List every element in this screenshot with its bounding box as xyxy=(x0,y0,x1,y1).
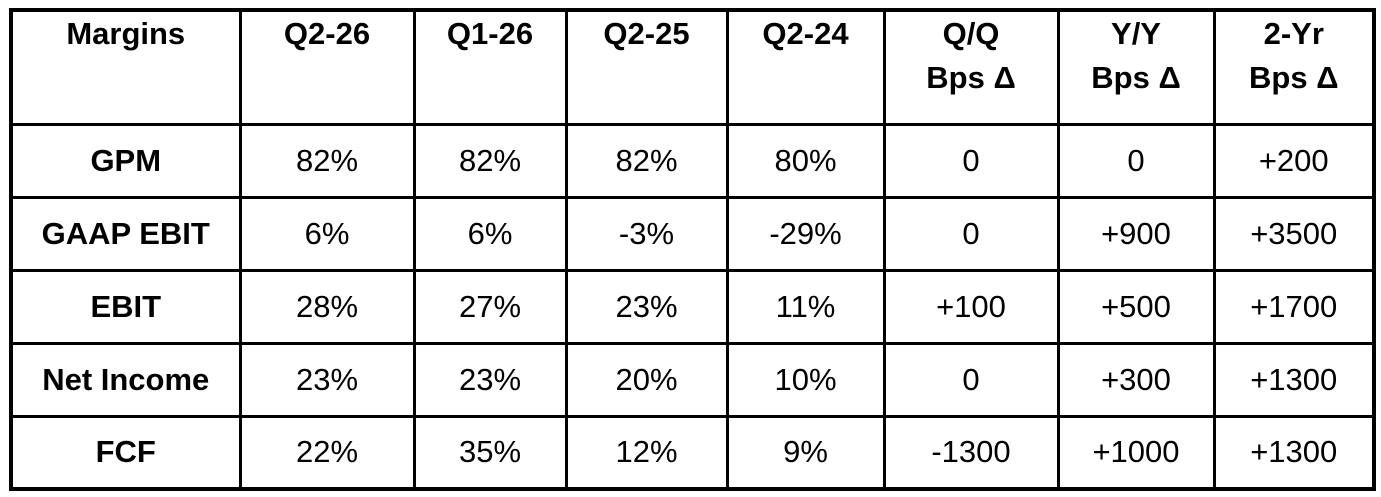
table-cell: 9% xyxy=(725,414,886,491)
table-cell: +1300 xyxy=(1212,341,1376,418)
header-label: Q1-26 xyxy=(446,16,534,51)
row-label-gpm: GPM xyxy=(9,122,242,199)
table-cell: 82% xyxy=(412,122,568,199)
header-cell-q2-25: Q2-25 xyxy=(564,8,729,126)
table-cell: -1300 xyxy=(882,414,1060,491)
table-cell: -3% xyxy=(564,195,729,272)
table-cell: 80% xyxy=(725,122,886,199)
header-label: Margins xyxy=(66,16,186,51)
table-cell: 10% xyxy=(725,341,886,418)
table-cell: 23% xyxy=(564,268,729,345)
header-label-line1: Y/Y xyxy=(1111,16,1161,51)
margins-table: Margins Q2-26 Q1-26 Q2-25 Q2-24 Q/Q Bps … xyxy=(9,8,1376,491)
header-label-line2: Bps Δ xyxy=(1249,60,1339,96)
table-cell: +3500 xyxy=(1212,195,1376,272)
header-label: Q2-25 xyxy=(603,16,690,51)
table-cell: 20% xyxy=(564,341,729,418)
header-label-line1: Q/Q xyxy=(942,16,1000,51)
table-cell: +100 xyxy=(882,268,1060,345)
header-label-line1: 2-Yr xyxy=(1263,16,1324,51)
table-cell: 22% xyxy=(238,414,416,491)
table-cell: 23% xyxy=(412,341,568,418)
table-cell: -29% xyxy=(725,195,886,272)
table-cell: 6% xyxy=(412,195,568,272)
table-cell: +500 xyxy=(1056,268,1216,345)
header-cell-q2-26: Q2-26 xyxy=(238,8,416,126)
row-label-ebit: EBIT xyxy=(9,268,242,345)
row-label-net-income: Net Income xyxy=(9,341,242,418)
table-cell: 0 xyxy=(1056,122,1216,199)
header-cell-margins: Margins xyxy=(9,8,242,126)
header-label-line2: Bps Δ xyxy=(1091,60,1181,96)
header-cell-q1-26: Q1-26 xyxy=(412,8,568,126)
table-cell: +1000 xyxy=(1056,414,1216,491)
table-cell: 6% xyxy=(238,195,416,272)
table-row-fcf: FCF 22% 35% 12% 9% -1300 +1000 +1300 xyxy=(9,414,1376,491)
table-cell: 11% xyxy=(725,268,886,345)
table-cell: 12% xyxy=(564,414,729,491)
table-cell: +200 xyxy=(1212,122,1376,199)
table-cell: 82% xyxy=(564,122,729,199)
table-cell: 0 xyxy=(882,122,1060,199)
table-cell: +1700 xyxy=(1212,268,1376,345)
table-cell: 82% xyxy=(238,122,416,199)
header-cell-yy-bps-delta: Y/Y Bps Δ xyxy=(1056,8,1216,126)
header-label: Q2-24 xyxy=(762,16,849,51)
table-row-gpm: GPM 82% 82% 82% 80% 0 0 +200 xyxy=(9,122,1376,199)
header-cell-qq-bps-delta: Q/Q Bps Δ xyxy=(882,8,1060,126)
table-cell: +900 xyxy=(1056,195,1216,272)
header-label-line2: Bps Δ xyxy=(926,60,1016,96)
header-cell-q2-24: Q2-24 xyxy=(725,8,886,126)
header-row: Margins Q2-26 Q1-26 Q2-25 Q2-24 Q/Q Bps … xyxy=(9,8,1376,126)
table-cell: 28% xyxy=(238,268,416,345)
table-cell: 35% xyxy=(412,414,568,491)
table-cell: +300 xyxy=(1056,341,1216,418)
table-cell: 0 xyxy=(882,341,1060,418)
header-cell-2yr-bps-delta: 2-Yr Bps Δ xyxy=(1212,8,1376,126)
table-row-net-income: Net Income 23% 23% 20% 10% 0 +300 +1300 xyxy=(9,341,1376,418)
row-label-gaap-ebit: GAAP EBIT xyxy=(9,195,242,272)
table-cell: 23% xyxy=(238,341,416,418)
table-row-gaap-ebit: GAAP EBIT 6% 6% -3% -29% 0 +900 +3500 xyxy=(9,195,1376,272)
row-label-fcf: FCF xyxy=(9,414,242,491)
table-cell: 27% xyxy=(412,268,568,345)
table-cell: 0 xyxy=(882,195,1060,272)
table-row-ebit: EBIT 28% 27% 23% 11% +100 +500 +1700 xyxy=(9,268,1376,345)
header-label: Q2-26 xyxy=(283,16,371,51)
table-cell: +1300 xyxy=(1212,414,1376,491)
